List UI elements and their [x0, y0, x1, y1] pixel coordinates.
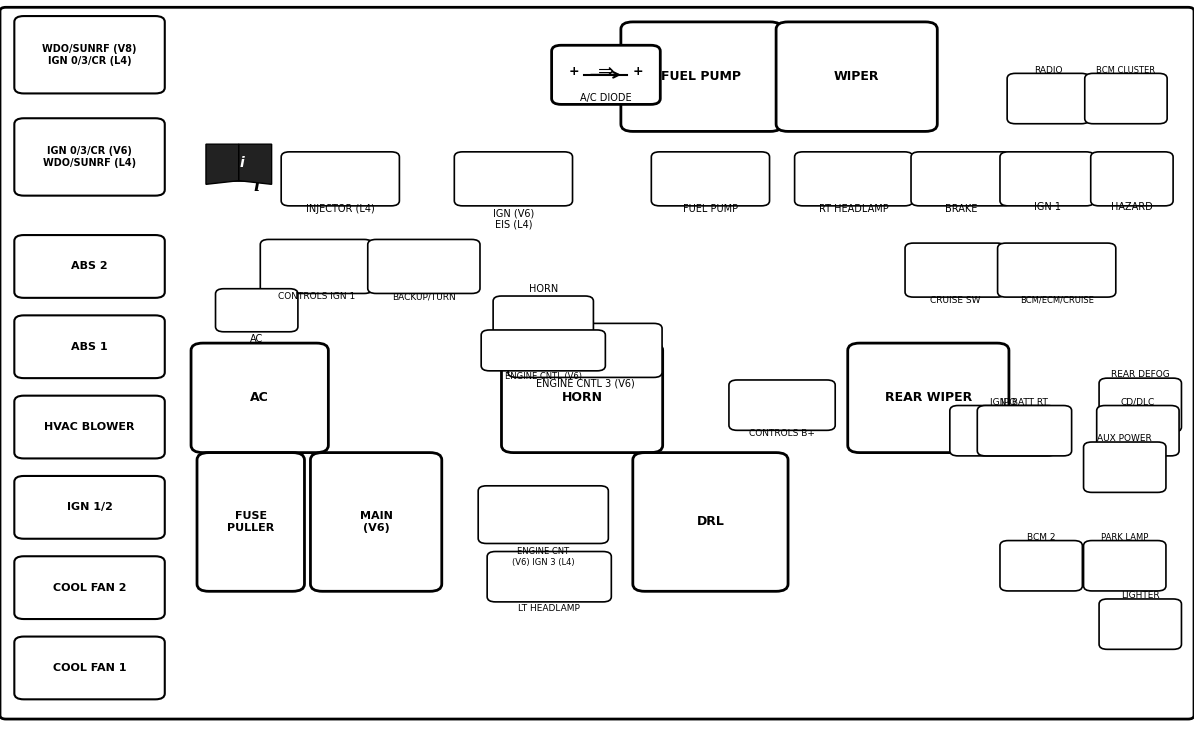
FancyBboxPatch shape	[552, 45, 660, 104]
FancyBboxPatch shape	[368, 239, 480, 293]
Text: LIGHTER: LIGHTER	[1121, 591, 1159, 600]
FancyBboxPatch shape	[493, 296, 593, 339]
Text: INJECTOR (L4): INJECTOR (L4)	[306, 204, 375, 215]
Text: IGN 0/3/CR (V6)
WDO/SUNRF (L4): IGN 0/3/CR (V6) WDO/SUNRF (L4)	[43, 146, 136, 168]
FancyBboxPatch shape	[977, 406, 1071, 456]
FancyBboxPatch shape	[911, 152, 1011, 206]
Text: +: +	[632, 65, 642, 77]
Text: RADIO: RADIO	[1034, 66, 1063, 75]
Text: BCM CLUSTER: BCM CLUSTER	[1096, 66, 1156, 75]
Text: BCM/ECM/CRUISE: BCM/ECM/CRUISE	[1020, 296, 1094, 304]
Text: IGN 1/2: IGN 1/2	[67, 502, 112, 512]
Text: CRUISE SW: CRUISE SW	[930, 296, 980, 304]
Text: BACKUP/TURN: BACKUP/TURN	[392, 292, 456, 301]
FancyBboxPatch shape	[14, 235, 165, 298]
FancyBboxPatch shape	[1098, 378, 1181, 432]
FancyBboxPatch shape	[14, 118, 165, 196]
Text: HORN: HORN	[529, 284, 558, 294]
FancyBboxPatch shape	[310, 453, 442, 591]
Text: i: i	[253, 177, 260, 195]
FancyBboxPatch shape	[478, 486, 608, 543]
FancyBboxPatch shape	[997, 243, 1115, 297]
Text: +: +	[570, 65, 579, 77]
Text: WDO/SUNRF (V8)
IGN 0/3/CR (L4): WDO/SUNRF (V8) IGN 0/3/CR (L4)	[42, 44, 137, 66]
Text: i: i	[240, 155, 245, 170]
FancyBboxPatch shape	[1083, 442, 1165, 493]
Text: COOL FAN 2: COOL FAN 2	[53, 583, 127, 593]
FancyBboxPatch shape	[281, 152, 399, 206]
FancyBboxPatch shape	[1084, 74, 1167, 123]
Text: 📖: 📖	[229, 153, 248, 182]
FancyBboxPatch shape	[794, 152, 912, 206]
Polygon shape	[239, 144, 271, 184]
Text: COOL FAN 1: COOL FAN 1	[53, 663, 127, 673]
Text: ABS 1: ABS 1	[72, 342, 107, 352]
Text: REAR WIPER: REAR WIPER	[885, 391, 972, 404]
FancyBboxPatch shape	[728, 380, 835, 431]
FancyBboxPatch shape	[487, 552, 611, 602]
FancyBboxPatch shape	[215, 288, 297, 331]
Text: HVAC BLOWER: HVAC BLOWER	[44, 422, 135, 432]
FancyBboxPatch shape	[507, 323, 661, 377]
Text: BRAKE: BRAKE	[944, 204, 978, 215]
Text: CD/DLC: CD/DLC	[1121, 398, 1155, 407]
Text: PARK LAMP: PARK LAMP	[1101, 533, 1149, 542]
Text: FUEL PUMP: FUEL PUMP	[683, 204, 738, 215]
Text: RT HEADLAMP: RT HEADLAMP	[819, 204, 888, 215]
Text: IGN 1: IGN 1	[1034, 202, 1060, 212]
Text: A/C DIODE: A/C DIODE	[580, 93, 632, 103]
Text: ENGINE CNTL 3 (V6): ENGINE CNTL 3 (V6)	[536, 378, 634, 388]
FancyBboxPatch shape	[633, 453, 788, 591]
FancyBboxPatch shape	[14, 315, 165, 378]
FancyBboxPatch shape	[14, 16, 165, 93]
FancyBboxPatch shape	[848, 343, 1009, 453]
FancyBboxPatch shape	[651, 152, 769, 206]
FancyBboxPatch shape	[454, 152, 572, 206]
Text: ⇒: ⇒	[598, 61, 614, 81]
FancyBboxPatch shape	[621, 22, 782, 131]
Text: IGN (V6)
EIS (L4): IGN (V6) EIS (L4)	[493, 208, 534, 230]
Text: WIPER: WIPER	[833, 70, 880, 83]
Text: FUSE
PULLER: FUSE PULLER	[227, 511, 275, 533]
FancyBboxPatch shape	[14, 396, 165, 458]
FancyBboxPatch shape	[1098, 599, 1181, 650]
FancyBboxPatch shape	[949, 406, 1055, 456]
FancyBboxPatch shape	[999, 540, 1082, 591]
FancyBboxPatch shape	[1083, 540, 1165, 591]
Text: DRL: DRL	[696, 515, 725, 529]
FancyBboxPatch shape	[905, 243, 1005, 297]
FancyBboxPatch shape	[191, 343, 328, 453]
FancyBboxPatch shape	[501, 343, 663, 453]
Text: IGN O: IGN O	[990, 398, 1016, 407]
Polygon shape	[205, 144, 239, 184]
Text: IP BATT RT: IP BATT RT	[1001, 398, 1048, 407]
Text: AC: AC	[251, 391, 269, 404]
Text: MAIN
(V6): MAIN (V6)	[359, 511, 393, 533]
FancyBboxPatch shape	[197, 453, 304, 591]
FancyBboxPatch shape	[1090, 152, 1173, 206]
Text: LT HEADLAMP: LT HEADLAMP	[518, 604, 580, 613]
Text: REAR DEFOG: REAR DEFOG	[1110, 370, 1170, 379]
Text: ENGINE CNTL (V6): ENGINE CNTL (V6)	[505, 372, 581, 381]
Text: AUX POWER: AUX POWER	[1097, 434, 1152, 443]
Text: HAZARD: HAZARD	[1112, 202, 1152, 212]
FancyBboxPatch shape	[0, 7, 1194, 719]
FancyBboxPatch shape	[776, 22, 937, 131]
FancyBboxPatch shape	[481, 330, 605, 371]
FancyBboxPatch shape	[14, 637, 165, 699]
FancyBboxPatch shape	[999, 152, 1094, 206]
FancyBboxPatch shape	[260, 239, 373, 293]
FancyBboxPatch shape	[14, 556, 165, 619]
FancyBboxPatch shape	[14, 476, 165, 539]
Text: HORN: HORN	[561, 391, 603, 404]
Text: ABS 2: ABS 2	[72, 261, 107, 272]
Text: AC: AC	[250, 334, 264, 344]
Text: ENGINE CNT
(V6) IGN 3 (L4): ENGINE CNT (V6) IGN 3 (L4)	[512, 548, 574, 567]
Text: CONTROLS IGN 1: CONTROLS IGN 1	[278, 292, 355, 301]
FancyBboxPatch shape	[1007, 74, 1089, 123]
FancyBboxPatch shape	[1096, 406, 1178, 456]
Text: FUEL PUMP: FUEL PUMP	[661, 70, 741, 83]
Text: BCM 2: BCM 2	[1027, 533, 1055, 542]
Text: CONTROLS B+: CONTROLS B+	[749, 429, 816, 438]
